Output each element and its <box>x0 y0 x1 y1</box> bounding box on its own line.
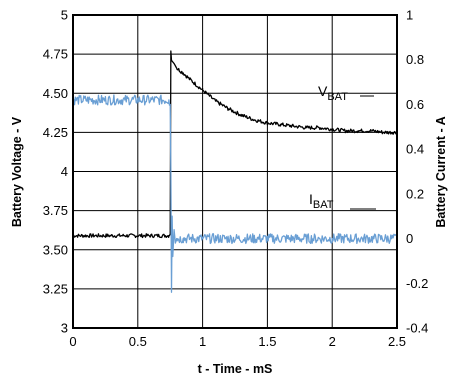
y-tick-label: 3.25 <box>43 281 68 296</box>
y2-tick-label: 1 <box>406 8 413 23</box>
y2-axis-title: Battery Current - A <box>434 116 448 227</box>
y2-tick-label: 0 <box>406 231 413 246</box>
y2-tick-label: 0.4 <box>406 142 424 157</box>
x-axis-title: t - Time - mS <box>198 362 273 376</box>
y-tick-label: 5 <box>61 8 68 23</box>
ibat-label: IBAT <box>309 191 334 211</box>
y-tick-label: 3 <box>61 321 68 336</box>
x-tick-label: 0 <box>69 334 76 349</box>
y2-tick-label: -0.2 <box>406 276 428 291</box>
x-tick-label: 2.5 <box>388 334 406 349</box>
y2-tick-label: 0.2 <box>406 186 424 201</box>
y-tick-label: 4.75 <box>43 47 68 62</box>
series-line-ibat <box>72 94 398 293</box>
grid <box>73 15 397 328</box>
y-tick-label: 4.50 <box>43 86 68 101</box>
y-tick-label: 4 <box>61 164 68 179</box>
series-line-vbat <box>72 50 398 239</box>
y-tick-label: 3.75 <box>43 203 68 218</box>
plot-frame <box>72 14 398 329</box>
x-tick-label: 1.5 <box>258 334 276 349</box>
y-tick-label: 3.50 <box>43 242 68 257</box>
y2-tick-label: -0.4 <box>406 321 428 336</box>
x-tick-label: 1 <box>199 334 206 349</box>
y-axis-title: Battery Voltage - V <box>10 116 24 227</box>
series-layer <box>72 50 398 293</box>
y2-tick-label: 0.6 <box>406 97 424 112</box>
vbat-label: VBAT <box>318 83 348 103</box>
y-tick-label: 4.25 <box>43 125 68 140</box>
x-tick-label: 2 <box>329 334 336 349</box>
x-tick-label: 0.5 <box>129 334 147 349</box>
ticks: 0 0.5 1 1.5 2 2.5 3 3.25 3.50 3.75 4 4.25 4.50 4.75 5 -… <box>43 8 429 350</box>
y2-tick-label: 0.8 <box>406 52 424 67</box>
